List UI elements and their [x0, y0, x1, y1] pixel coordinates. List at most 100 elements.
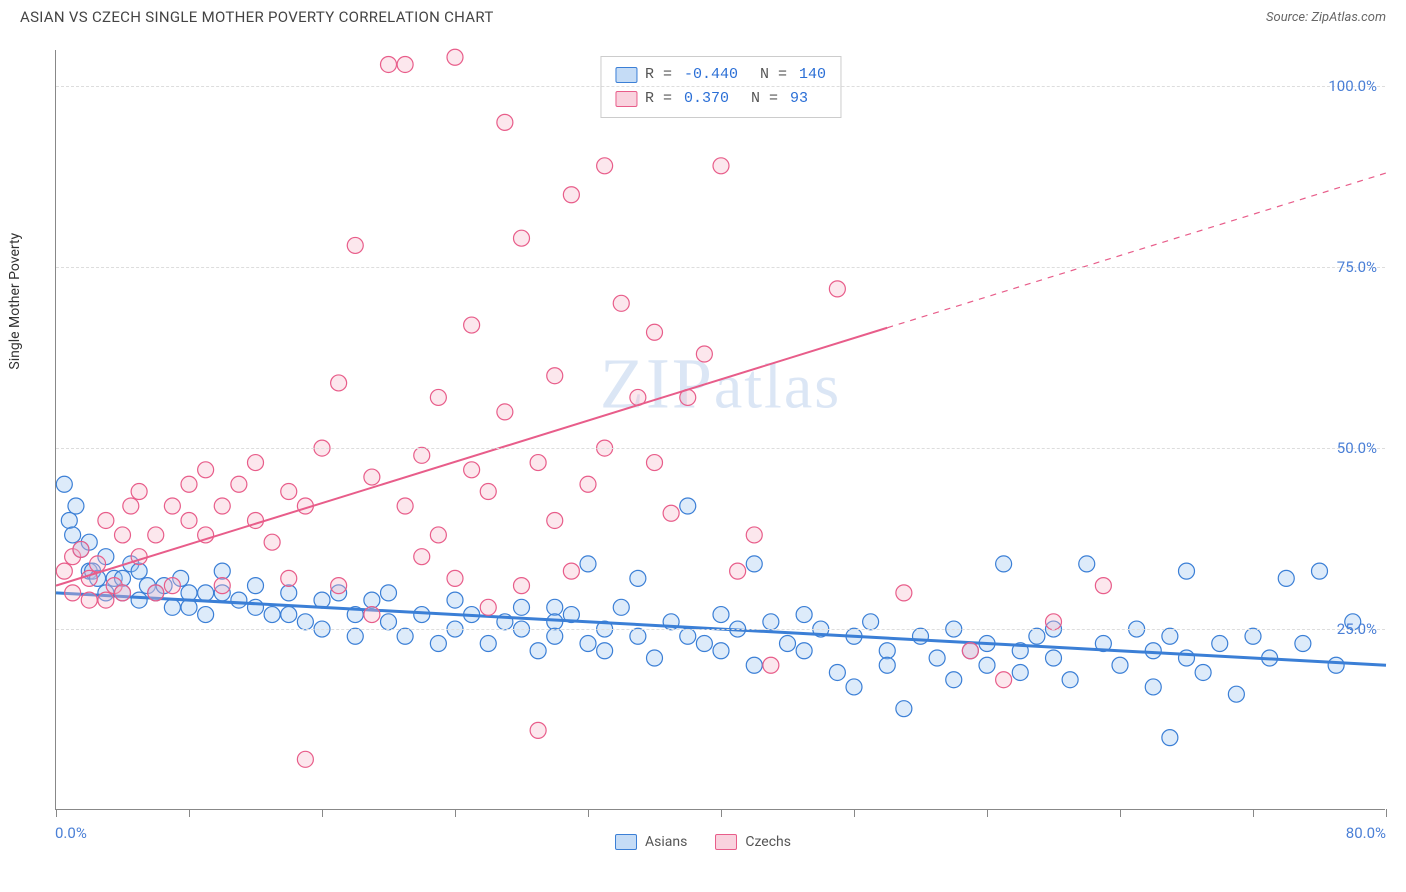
data-point: [514, 578, 530, 594]
data-point: [281, 607, 297, 623]
data-point: [248, 578, 264, 594]
gridline-horizontal: [56, 629, 1385, 630]
stats-legend-row: R = 0.370N = 93: [615, 87, 826, 111]
data-point: [347, 237, 363, 253]
data-point: [879, 657, 895, 673]
data-point: [447, 49, 463, 65]
data-point: [913, 628, 929, 644]
data-point: [281, 570, 297, 586]
x-tick: [721, 809, 722, 817]
data-point: [181, 512, 197, 528]
data-point: [1228, 686, 1244, 702]
data-point: [148, 527, 164, 543]
data-point: [56, 563, 72, 579]
data-point: [547, 512, 563, 528]
data-point: [497, 114, 513, 130]
stat-r-label: R =: [645, 87, 672, 111]
y-tick-label: 100.0%: [1328, 77, 1377, 95]
data-point: [547, 628, 563, 644]
trend-line-extrapolated: [887, 173, 1386, 328]
data-point: [780, 636, 796, 652]
data-point: [297, 751, 313, 767]
data-point: [464, 462, 480, 478]
data-point: [331, 375, 347, 391]
data-point: [1145, 643, 1161, 659]
data-point: [297, 614, 313, 630]
data-point: [447, 592, 463, 608]
data-point: [746, 657, 762, 673]
data-point: [580, 476, 596, 492]
data-point: [929, 650, 945, 666]
legend-swatch: [615, 834, 637, 850]
x-tick: [322, 809, 323, 817]
data-point: [863, 614, 879, 630]
data-point: [1179, 650, 1195, 666]
data-point: [1029, 628, 1045, 644]
y-tick-label: 25.0%: [1337, 620, 1377, 638]
data-point: [464, 317, 480, 333]
data-point: [796, 643, 812, 659]
data-point: [214, 578, 230, 594]
data-point: [131, 484, 147, 500]
data-point: [1162, 628, 1178, 644]
data-point: [713, 158, 729, 174]
data-point: [530, 643, 546, 659]
chart-area: ZIPatlas R =-0.440N =140R = 0.370N = 93 …: [55, 50, 1385, 810]
data-point: [696, 346, 712, 362]
source-name: ZipAtlas.com: [1311, 10, 1386, 25]
data-point: [746, 556, 762, 572]
stat-n-value: 93: [790, 87, 808, 111]
data-point: [1012, 664, 1028, 680]
gridline-horizontal: [56, 267, 1385, 268]
data-point: [281, 585, 297, 601]
data-point: [514, 230, 530, 246]
data-point: [1112, 657, 1128, 673]
data-point: [647, 455, 663, 471]
data-point: [123, 498, 139, 514]
data-point: [248, 599, 264, 615]
data-point: [580, 556, 596, 572]
data-point: [1295, 636, 1311, 652]
data-point: [647, 324, 663, 340]
data-point: [430, 389, 446, 405]
y-tick-label: 75.0%: [1337, 258, 1377, 276]
data-point: [181, 476, 197, 492]
data-point: [61, 512, 77, 528]
stats-legend-row: R =-0.440N =140: [615, 63, 826, 87]
data-point: [164, 599, 180, 615]
data-point: [1328, 657, 1344, 673]
data-point: [364, 592, 380, 608]
data-point: [1062, 672, 1078, 688]
data-point: [1046, 614, 1062, 630]
data-point: [98, 592, 114, 608]
data-point: [630, 628, 646, 644]
x-tick: [1386, 809, 1387, 817]
data-point: [879, 643, 895, 659]
data-point: [647, 650, 663, 666]
data-point: [480, 484, 496, 500]
gridline-horizontal: [56, 86, 1385, 87]
data-point: [90, 556, 106, 572]
data-point: [1212, 636, 1228, 652]
data-point: [264, 607, 280, 623]
data-point: [231, 592, 247, 608]
source-attribution: Source: ZipAtlas.com: [1266, 10, 1386, 25]
data-point: [497, 404, 513, 420]
data-point: [248, 455, 264, 471]
data-point: [164, 498, 180, 514]
data-point: [547, 614, 563, 630]
header-row: ASIAN VS CZECH SINGLE MOTHER POVERTY COR…: [0, 0, 1406, 26]
legend-label: Czechs: [745, 834, 791, 850]
data-point: [713, 607, 729, 623]
legend-item: Czechs: [715, 834, 791, 850]
x-tick: [1120, 809, 1121, 817]
chart-title: ASIAN VS CZECH SINGLE MOTHER POVERTY COR…: [20, 8, 494, 26]
data-point: [1179, 563, 1195, 579]
data-point: [231, 476, 247, 492]
gridline-horizontal: [56, 448, 1385, 449]
data-point: [281, 484, 297, 500]
data-point: [430, 527, 446, 543]
data-point: [680, 628, 696, 644]
data-point: [414, 607, 430, 623]
data-point: [414, 549, 430, 565]
